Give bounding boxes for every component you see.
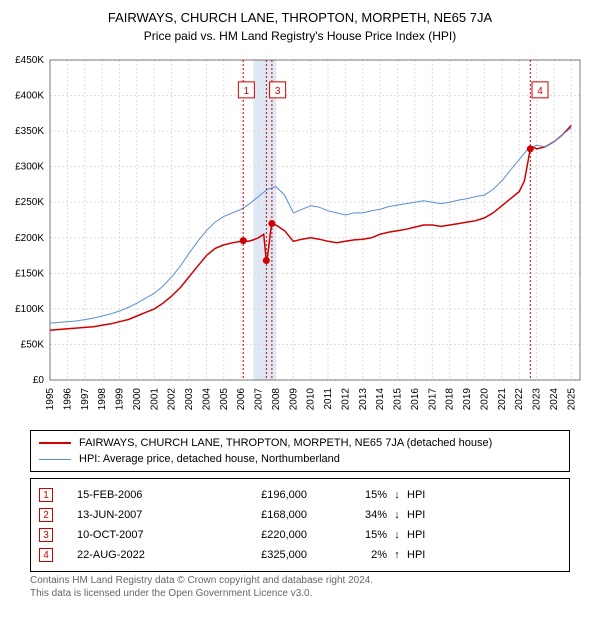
arrow-icon: ↓ [387, 509, 407, 521]
svg-text:2009: 2009 [288, 388, 299, 411]
legend-swatch-hpi [39, 459, 71, 460]
svg-text:2021: 2021 [497, 388, 508, 411]
footer-line1: Contains HM Land Registry data © Crown c… [30, 574, 570, 587]
svg-text:2015: 2015 [393, 388, 404, 411]
transaction-price: £325,000 [217, 549, 327, 561]
svg-text:2012: 2012 [340, 388, 351, 411]
transactions-table: 1 15-FEB-2006 £196,000 15% ↓ HPI 2 13-JU… [30, 478, 570, 572]
svg-text:2018: 2018 [445, 388, 456, 411]
svg-text:1: 1 [244, 86, 250, 97]
svg-text:2019: 2019 [462, 388, 473, 411]
svg-text:2003: 2003 [184, 388, 195, 411]
transaction-pct: 15% [327, 489, 387, 501]
svg-text:2016: 2016 [410, 388, 421, 411]
svg-text:2014: 2014 [375, 388, 386, 411]
chart-plot-area: £0 £50K £100K £150K £200K £250K £300K £350K £400… [0, 50, 600, 420]
svg-text:£100K: £100K [15, 304, 44, 315]
marker-icon: 1 [39, 488, 53, 502]
chart-svg: £0 £50K £100K £150K £200K £250K £300K £350K £400… [0, 50, 600, 420]
svg-text:2025: 2025 [566, 388, 577, 411]
svg-text:2010: 2010 [306, 388, 317, 411]
svg-text:2005: 2005 [219, 388, 230, 411]
table-row: 1 15-FEB-2006 £196,000 15% ↓ HPI [39, 485, 561, 505]
legend-label-hpi: HPI: Average price, detached house, Nort… [79, 453, 340, 465]
legend-swatch-property [39, 442, 71, 444]
svg-text:2013: 2013 [358, 388, 369, 411]
legend-label-property: FAIRWAYS, CHURCH LANE, THROPTON, MORPETH… [79, 437, 492, 449]
chart-title: FAIRWAYS, CHURCH LANE, THROPTON, MORPETH… [0, 0, 600, 25]
transaction-rel: HPI [407, 549, 447, 561]
svg-text:1997: 1997 [80, 388, 91, 411]
chart-container: FAIRWAYS, CHURCH LANE, THROPTON, MORPETH… [0, 0, 600, 620]
transaction-price: £196,000 [217, 489, 327, 501]
svg-text:£400K: £400K [15, 91, 44, 102]
legend-item-property: FAIRWAYS, CHURCH LANE, THROPTON, MORPETH… [39, 435, 561, 451]
svg-text:£350K: £350K [15, 126, 44, 137]
svg-text:2020: 2020 [479, 388, 490, 411]
svg-text:2017: 2017 [427, 388, 438, 411]
svg-text:3: 3 [275, 86, 281, 97]
svg-text:£250K: £250K [15, 197, 44, 208]
table-row: 2 13-JUN-2007 £168,000 34% ↓ HPI [39, 505, 561, 525]
attribution-footer: Contains HM Land Registry data © Crown c… [30, 574, 570, 600]
transaction-date: 13-JUN-2007 [77, 509, 217, 521]
transaction-price: £168,000 [217, 509, 327, 521]
transaction-date: 22-AUG-2022 [77, 549, 217, 561]
svg-text:£0: £0 [33, 375, 45, 386]
svg-text:2008: 2008 [271, 388, 282, 411]
svg-text:2007: 2007 [254, 388, 265, 411]
transaction-date: 10-OCT-2007 [77, 529, 217, 541]
transaction-price: £220,000 [217, 529, 327, 541]
arrow-icon: ↑ [387, 549, 407, 561]
svg-text:2024: 2024 [549, 388, 560, 411]
svg-text:£150K: £150K [15, 268, 44, 279]
svg-text:£200K: £200K [15, 233, 44, 244]
svg-text:1999: 1999 [115, 388, 126, 411]
transaction-pct: 2% [327, 549, 387, 561]
svg-text:£50K: £50K [21, 339, 45, 350]
svg-text:2000: 2000 [132, 388, 143, 411]
transaction-pct: 15% [327, 529, 387, 541]
svg-text:1995: 1995 [45, 388, 56, 411]
transaction-date: 15-FEB-2006 [77, 489, 217, 501]
marker-icon: 3 [39, 528, 53, 542]
transaction-rel: HPI [407, 509, 447, 521]
transaction-pct: 34% [327, 509, 387, 521]
svg-text:2006: 2006 [236, 388, 247, 411]
svg-text:2023: 2023 [532, 388, 543, 411]
table-row: 4 22-AUG-2022 £325,000 2% ↑ HPI [39, 545, 561, 565]
footer-line2: This data is licensed under the Open Gov… [30, 587, 570, 600]
svg-text:2022: 2022 [514, 388, 525, 411]
legend-box: FAIRWAYS, CHURCH LANE, THROPTON, MORPETH… [30, 430, 570, 472]
svg-text:1996: 1996 [62, 388, 73, 411]
arrow-icon: ↓ [387, 529, 407, 541]
svg-text:2001: 2001 [149, 388, 160, 411]
svg-text:1998: 1998 [97, 388, 108, 411]
svg-text:2011: 2011 [323, 388, 334, 410]
table-row: 3 10-OCT-2007 £220,000 15% ↓ HPI [39, 525, 561, 545]
svg-text:2004: 2004 [201, 388, 212, 411]
legend-item-hpi: HPI: Average price, detached house, Nort… [39, 451, 561, 467]
marker-icon: 2 [39, 508, 53, 522]
svg-text:2002: 2002 [167, 388, 178, 411]
svg-text:4: 4 [537, 86, 543, 97]
marker-icon: 4 [39, 548, 53, 562]
chart-subtitle: Price paid vs. HM Land Registry's House … [0, 29, 600, 43]
transaction-rel: HPI [407, 489, 447, 501]
arrow-icon: ↓ [387, 489, 407, 501]
svg-text:£450K: £450K [15, 55, 44, 66]
transaction-rel: HPI [407, 529, 447, 541]
svg-text:£300K: £300K [15, 162, 44, 173]
